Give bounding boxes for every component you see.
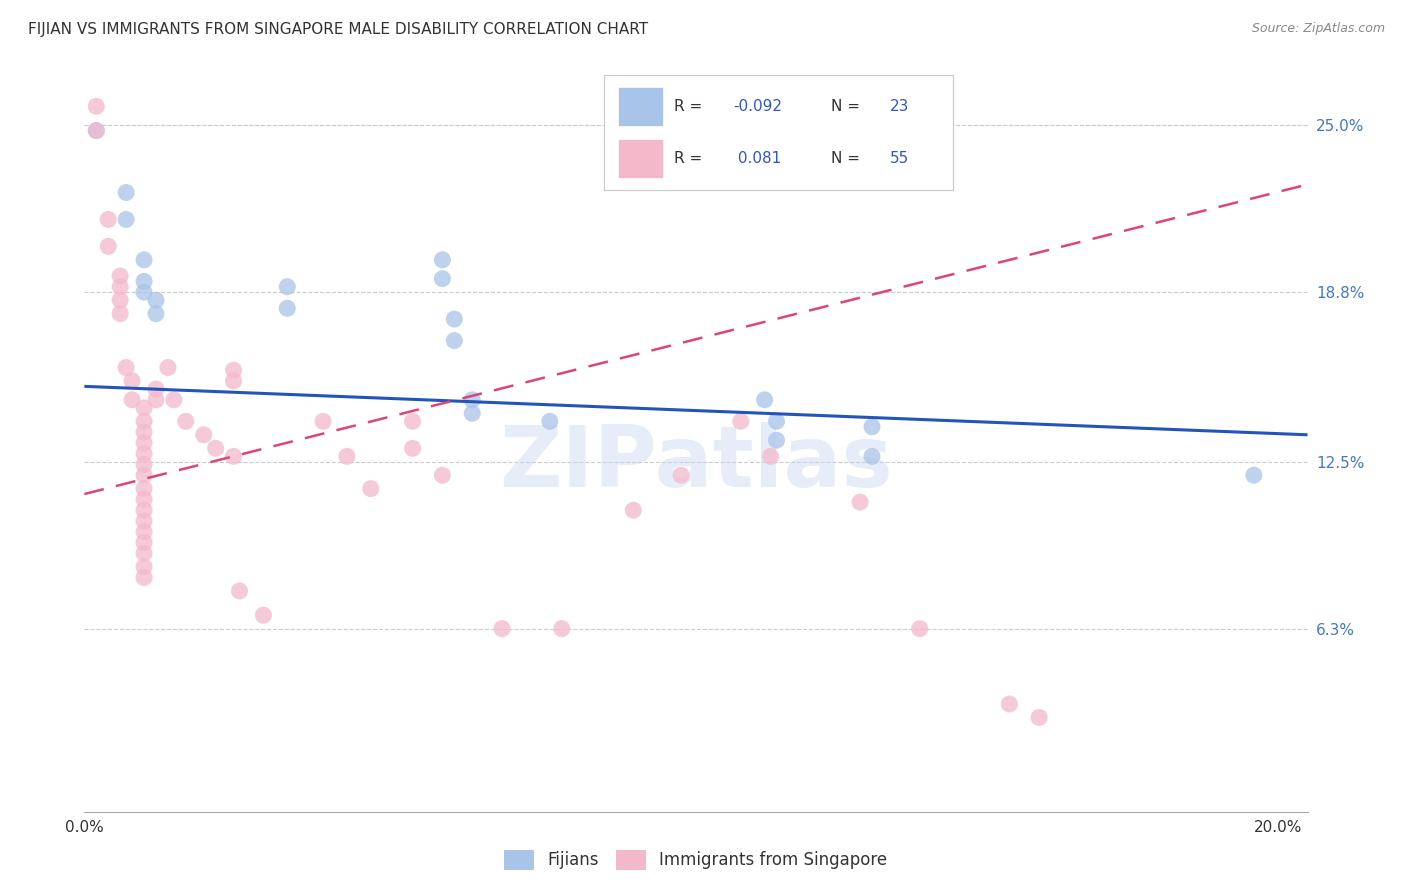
Point <box>276 301 298 316</box>
Point <box>145 382 167 396</box>
Point <box>461 406 484 420</box>
Point <box>132 535 155 549</box>
Point <box>145 293 167 308</box>
Text: Source: ZipAtlas.com: Source: ZipAtlas.com <box>1251 22 1385 36</box>
Point <box>132 252 155 267</box>
Point <box>132 458 155 472</box>
Point <box>193 427 215 442</box>
Point <box>108 293 131 308</box>
Point <box>204 442 226 456</box>
Point <box>132 482 155 496</box>
Point <box>108 279 131 293</box>
Point <box>432 271 454 285</box>
Point <box>222 363 245 377</box>
Point <box>759 450 782 464</box>
Point <box>401 442 423 456</box>
Point <box>132 492 155 507</box>
Point <box>121 392 143 407</box>
Point <box>132 559 155 574</box>
Point <box>108 307 131 321</box>
Point <box>491 622 513 636</box>
Point <box>551 622 574 636</box>
Point <box>461 392 484 407</box>
Point <box>174 414 197 428</box>
Point <box>908 622 931 636</box>
Point <box>132 546 155 560</box>
Point <box>222 450 245 464</box>
Point <box>132 514 155 528</box>
Point <box>669 468 692 483</box>
Point <box>121 374 143 388</box>
Point <box>538 414 561 428</box>
Point <box>115 186 138 200</box>
Point <box>115 360 138 375</box>
Point <box>132 285 155 299</box>
Legend: Fijians, Immigrants from Singapore: Fijians, Immigrants from Singapore <box>505 850 887 870</box>
Point <box>97 212 120 227</box>
Point <box>145 307 167 321</box>
Point <box>132 524 155 539</box>
Point <box>156 360 179 375</box>
Point <box>860 419 883 434</box>
Point <box>163 392 186 407</box>
Point <box>132 503 155 517</box>
Point <box>336 450 359 464</box>
Point <box>401 414 423 428</box>
Point <box>432 252 454 267</box>
Point <box>132 401 155 415</box>
Point <box>432 468 454 483</box>
Point <box>145 392 167 407</box>
Point <box>132 447 155 461</box>
Point <box>132 570 155 584</box>
Point <box>132 414 155 428</box>
Point <box>730 414 752 428</box>
Point <box>360 482 382 496</box>
Point <box>84 123 107 137</box>
Point <box>443 312 465 326</box>
Point <box>998 697 1021 711</box>
Point <box>108 268 131 283</box>
Point <box>443 334 465 348</box>
Point <box>276 279 298 293</box>
Point <box>621 503 644 517</box>
Point <box>132 425 155 439</box>
Point <box>132 274 155 288</box>
Point <box>132 468 155 483</box>
Text: FIJIAN VS IMMIGRANTS FROM SINGAPORE MALE DISABILITY CORRELATION CHART: FIJIAN VS IMMIGRANTS FROM SINGAPORE MALE… <box>28 22 648 37</box>
Point <box>115 212 138 227</box>
Point <box>222 374 245 388</box>
Point <box>1243 468 1265 483</box>
Point <box>252 608 274 623</box>
Text: ZIPatlas: ZIPatlas <box>499 422 893 505</box>
Point <box>84 123 107 137</box>
Point <box>754 392 776 407</box>
Point <box>132 436 155 450</box>
Point <box>860 450 883 464</box>
Point <box>765 414 787 428</box>
Point <box>849 495 872 509</box>
Point <box>765 433 787 447</box>
Point <box>84 99 107 113</box>
Point <box>1028 710 1050 724</box>
Point <box>97 239 120 253</box>
Point <box>228 584 250 599</box>
Point <box>312 414 335 428</box>
